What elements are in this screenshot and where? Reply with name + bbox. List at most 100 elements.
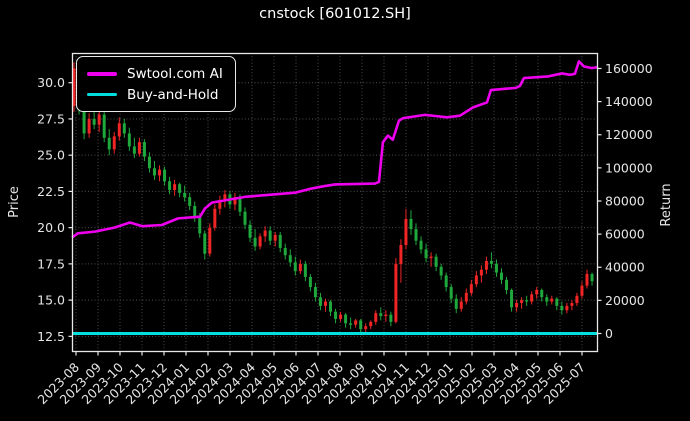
candle-body xyxy=(303,263,307,277)
price-tick-label: 12.5 xyxy=(37,329,65,344)
candle-body xyxy=(369,321,373,327)
candle-body xyxy=(449,287,453,299)
price-tick-label: 22.5 xyxy=(37,184,65,199)
candle-body xyxy=(419,240,423,250)
plot-border xyxy=(71,52,599,353)
candle-body xyxy=(112,136,116,150)
candle-body xyxy=(469,284,473,293)
candle-body xyxy=(168,181,172,190)
candle-body xyxy=(92,118,96,125)
candle-body xyxy=(87,118,91,134)
candle-body xyxy=(273,234,277,241)
candle-body xyxy=(555,298,559,306)
price-axis-label: Price xyxy=(7,186,22,218)
candle-body xyxy=(580,285,584,296)
candle-body xyxy=(364,326,368,330)
candle-body xyxy=(288,255,292,263)
ai-line-swatch xyxy=(87,71,117,76)
candle-body xyxy=(530,294,534,302)
candle-body xyxy=(570,303,574,306)
return-tick-label: 120000 xyxy=(605,127,653,142)
candle-body xyxy=(459,301,463,309)
candle-body xyxy=(464,292,468,302)
candle-body xyxy=(278,234,282,248)
candle-body xyxy=(308,276,312,288)
candle-body xyxy=(525,300,529,302)
candle-body xyxy=(188,197,192,206)
candle-body xyxy=(585,274,589,286)
candle-body xyxy=(339,314,343,319)
ai-return-line xyxy=(71,60,599,239)
candle-body xyxy=(479,269,483,276)
candle-body xyxy=(318,297,322,306)
candle-body xyxy=(293,262,297,272)
candle-body xyxy=(379,313,383,317)
candle-body xyxy=(500,272,504,280)
candle-body xyxy=(137,142,141,154)
candle-body xyxy=(183,192,187,198)
price-tick-label: 15.0 xyxy=(37,293,65,308)
candle-body xyxy=(434,256,438,267)
candle-body xyxy=(505,279,509,290)
candle-body xyxy=(535,289,539,295)
candle-body xyxy=(520,300,524,304)
chart-title: cnstock [601012.SH] xyxy=(259,6,411,22)
price-tick-label: 30.0 xyxy=(37,75,65,90)
candle-body xyxy=(208,227,212,254)
candle-body xyxy=(203,233,207,254)
candle-body xyxy=(510,289,514,308)
candle-body xyxy=(489,260,493,264)
candle-body xyxy=(152,168,156,176)
legend-label-ai: Swtool.com AI xyxy=(127,65,223,82)
candle-body xyxy=(122,123,126,134)
candle-body xyxy=(540,289,544,298)
candle-body xyxy=(132,146,136,154)
candle-body xyxy=(545,297,549,302)
candle-body xyxy=(218,200,222,209)
candle-body xyxy=(374,313,378,322)
candle-body xyxy=(329,301,333,312)
candle-body xyxy=(263,230,267,237)
candle-body xyxy=(354,320,358,325)
candle-body xyxy=(414,229,418,241)
candle-body xyxy=(575,295,579,304)
candle-body xyxy=(409,218,413,230)
candle-body xyxy=(72,68,76,106)
candle-body xyxy=(147,156,151,169)
candle-body xyxy=(233,197,237,205)
candle-body xyxy=(158,169,162,176)
price-tick-label: 20.0 xyxy=(37,220,65,235)
candle-body xyxy=(550,298,554,302)
candle-body xyxy=(484,260,488,270)
candle-body xyxy=(349,323,353,325)
return-tick-label: 40000 xyxy=(605,260,645,275)
candle-body xyxy=(223,194,227,201)
candle-body xyxy=(474,275,478,285)
candle-body xyxy=(173,184,177,190)
candle-body xyxy=(82,110,86,134)
gridlines xyxy=(72,53,598,352)
legend-item-ai: Swtool.com AI xyxy=(87,63,223,84)
candle-body xyxy=(560,305,564,311)
candle-body xyxy=(404,218,408,246)
buy-and-hold-swatch xyxy=(87,92,117,97)
candle-body xyxy=(399,245,403,264)
return-tick-label: 140000 xyxy=(605,94,653,109)
candle-body xyxy=(258,236,262,247)
candle-body xyxy=(389,314,393,322)
candle-body xyxy=(253,237,257,247)
candle-body xyxy=(193,205,197,218)
return-tick-label: 20000 xyxy=(605,293,645,308)
candle-body xyxy=(238,197,242,212)
ticks: 2023-082023-092023-102023-112023-122024-… xyxy=(35,61,653,407)
candle-body xyxy=(344,314,348,324)
price-tick-label: 27.5 xyxy=(37,111,65,126)
candle-body xyxy=(213,208,217,228)
candle-body xyxy=(565,305,569,311)
candle-body xyxy=(248,224,252,238)
candle-body xyxy=(454,298,458,309)
return-axis-label: Return xyxy=(659,183,674,227)
legend-item-buyhold: Buy-and-Hold xyxy=(87,84,223,105)
